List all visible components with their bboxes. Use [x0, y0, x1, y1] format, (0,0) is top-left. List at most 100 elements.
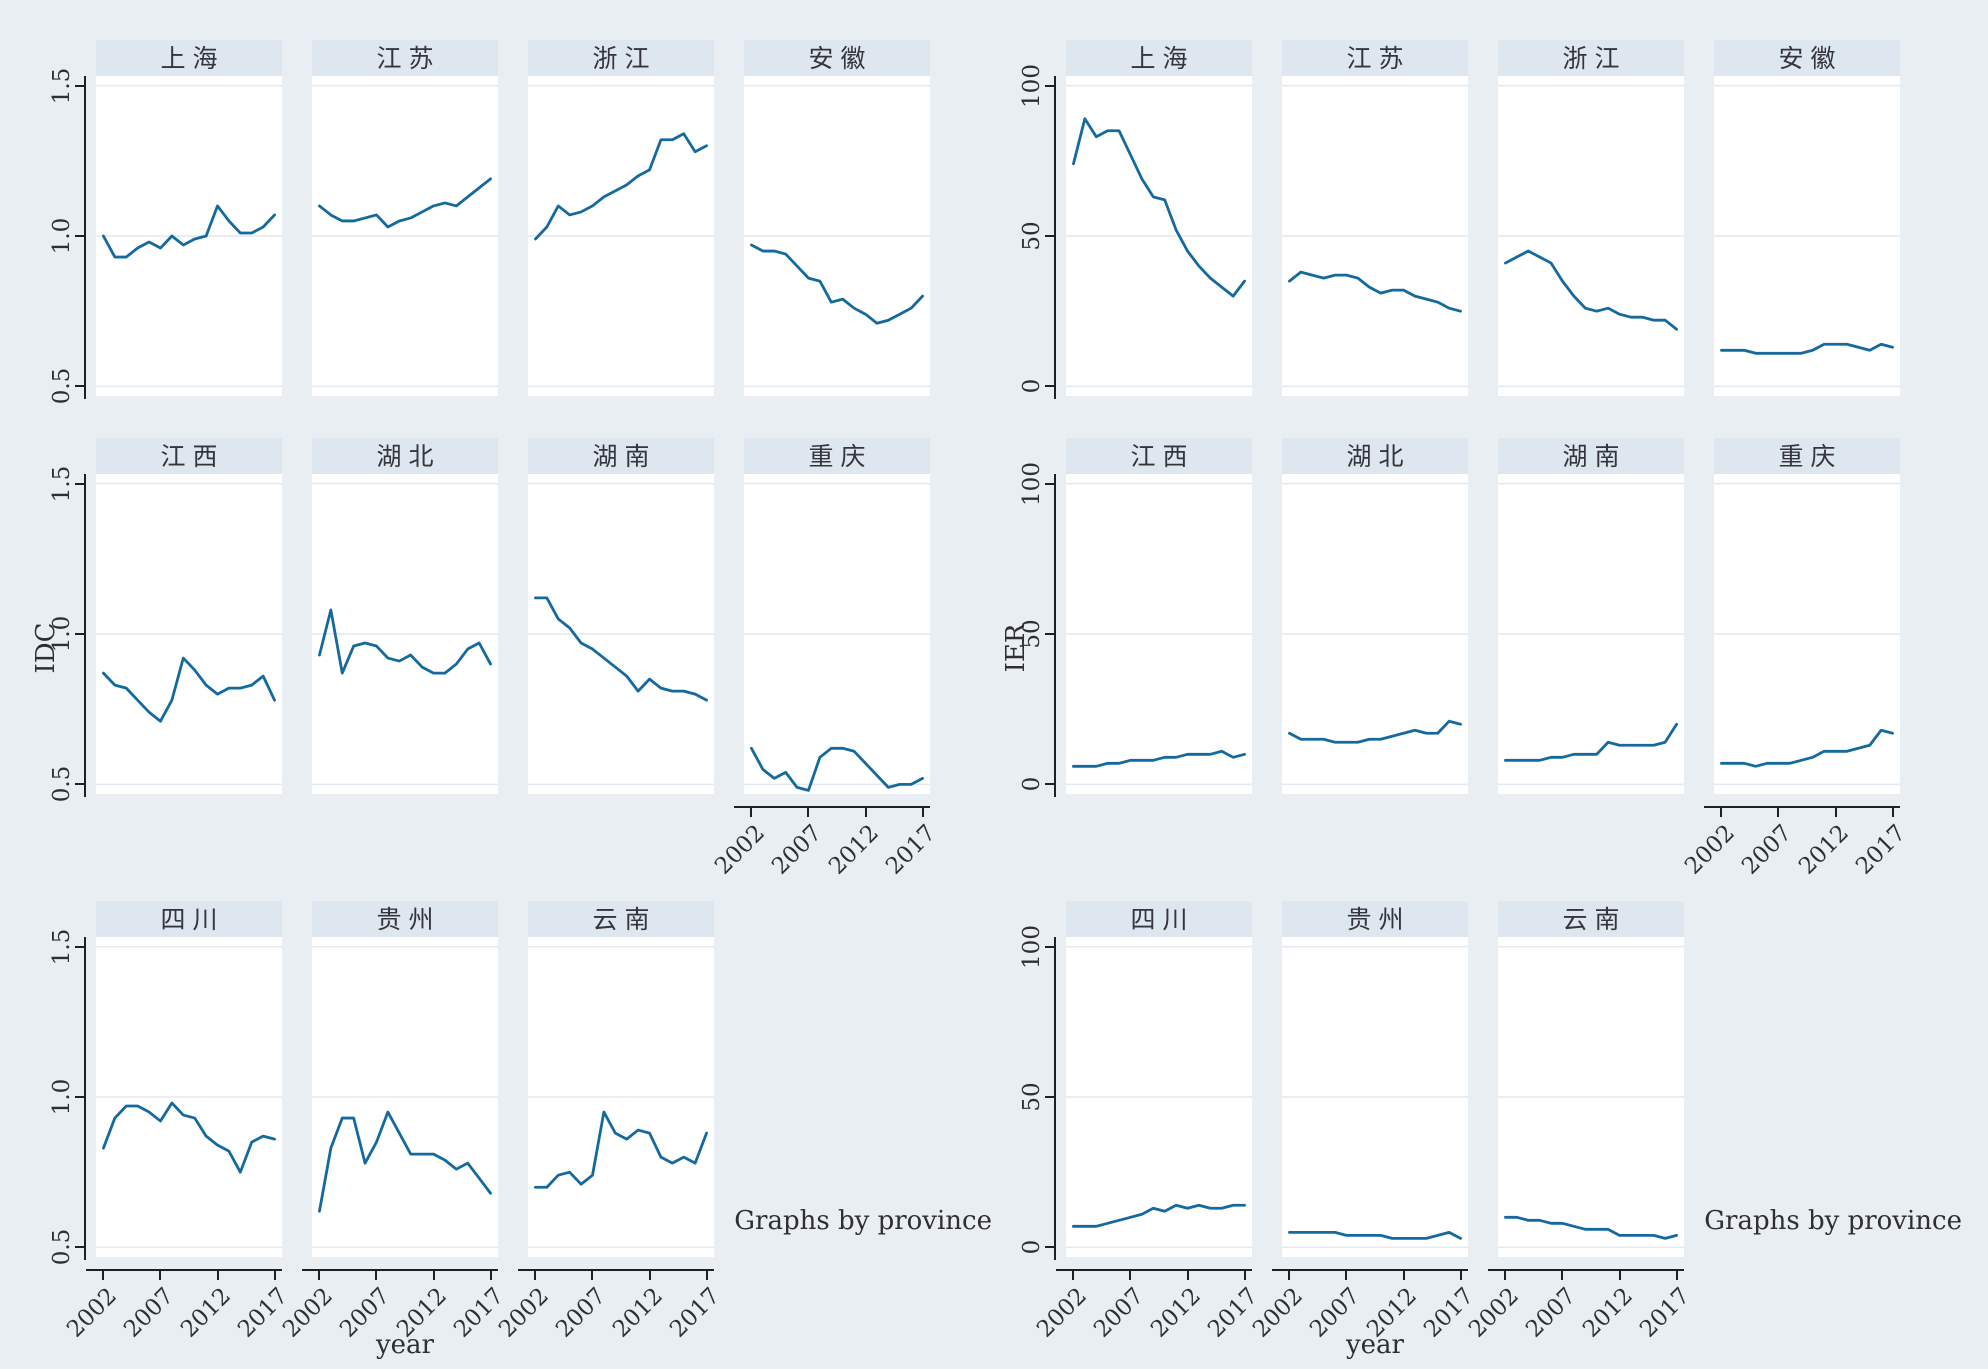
x-tick	[375, 1271, 378, 1280]
line-chart	[1498, 84, 1684, 388]
panel-row: 上海 100 50 0 江苏 浙江	[1019, 40, 1900, 400]
x-tick-label: 2017	[881, 820, 941, 880]
x-axis: 2002 2007 2012 2017	[278, 1269, 509, 1361]
x-tick	[489, 1271, 492, 1280]
x-axis-line	[302, 1269, 498, 1271]
y-tick	[1045, 633, 1054, 635]
plot-area: 100 50 0	[1019, 462, 1252, 798]
y-tick	[1045, 1096, 1054, 1098]
x-tick	[807, 808, 810, 817]
y-tick-label: 0	[1019, 1240, 1045, 1255]
x-tick	[432, 1271, 435, 1280]
plot-area	[312, 474, 498, 794]
y-tick-label: 1.0	[49, 217, 75, 255]
plot-area: 1.5 1.0 0.5	[49, 465, 282, 803]
by-graph-caption: Graphs by province	[734, 1206, 992, 1236]
y-tick-label: 50	[1019, 1082, 1045, 1112]
panel-ier-anhui: 安徽	[1714, 40, 1900, 396]
panel-idc-jiangsu: 江苏	[312, 40, 498, 396]
panel-title: 江苏	[1282, 40, 1468, 76]
x-tick	[921, 808, 924, 817]
panel-ier-jiangsu: 江苏	[1282, 40, 1468, 396]
panel-title: 云南	[1498, 901, 1684, 937]
plot-area: 100 50 0 2002 2007 2012 2017	[1019, 925, 1263, 1343]
line-chart	[1282, 482, 1468, 786]
panel-title: 安徽	[1714, 40, 1900, 76]
line-chart	[312, 482, 498, 786]
x-tick-label: 2002	[1680, 820, 1740, 880]
panel-idc-guizhou: 贵州 2002 2007 2012 2017	[278, 901, 509, 1343]
panel-row: 江西 100 50 0 湖北 湖南	[1019, 438, 1911, 880]
x-axis-line	[734, 806, 930, 808]
plot-area	[528, 474, 714, 794]
x-tick-label: 2007	[767, 820, 827, 880]
plot-area	[1498, 474, 1684, 794]
x-tick-label: 2007	[1737, 820, 1797, 880]
y-tick-label: 100	[1019, 461, 1045, 506]
x-axis: 2002 2007 2012 2017	[1464, 1269, 1695, 1361]
panel-ier-jiangxi: 江西 100 50 0	[1019, 438, 1252, 798]
plot-area: 100 50 0	[1019, 64, 1252, 400]
x-tick	[1618, 1271, 1621, 1280]
x-tick-label: 2002	[710, 820, 770, 880]
by-graph-caption: Graphs by province	[1704, 1206, 1962, 1236]
x-tick	[534, 1271, 537, 1280]
x-tick	[1834, 808, 1837, 817]
x-tick-label: 2012	[824, 820, 884, 880]
x-tick	[1891, 808, 1894, 817]
x-axis: 2002 2007 2012 2017	[62, 1269, 293, 1361]
line-chart	[528, 482, 714, 786]
y-tick-label: 0.5	[49, 368, 75, 405]
y-tick-label: 1.5	[49, 67, 75, 104]
y-axis-line	[84, 474, 86, 798]
x-axis-title: year	[1345, 1330, 1404, 1360]
y-tick	[1045, 1246, 1054, 1249]
panel-title: 四川	[96, 901, 282, 937]
x-tick	[1345, 1271, 1348, 1280]
y-tick	[1045, 385, 1054, 388]
figure-ier: IER 上海 100 50 0 江苏 浙江	[994, 0, 1962, 1369]
x-tick	[273, 1271, 276, 1280]
y-tick	[75, 945, 84, 948]
panel-idc-hunan: 湖南	[528, 438, 714, 794]
plot-area: 1.5 1.0 0.5	[49, 67, 282, 405]
plot-area: 2002 2007 2012 2017	[278, 937, 509, 1343]
y-tick-label: 0	[1019, 777, 1045, 792]
line-chart	[1498, 945, 1684, 1249]
panel-title: 江西	[96, 438, 282, 474]
x-axis-title: year	[375, 1330, 434, 1360]
line-chart	[1714, 482, 1900, 786]
x-tick	[1186, 1271, 1189, 1280]
panel-title: 重庆	[1714, 438, 1900, 474]
x-tick	[1459, 1271, 1462, 1280]
plot-area	[312, 76, 498, 396]
x-tick	[705, 1271, 708, 1280]
panel-title: 江西	[1066, 438, 1252, 474]
line-chart	[744, 482, 930, 792]
panel-title: 贵州	[312, 901, 498, 937]
panel-ier-yunnan: 云南 2002 2007 2012 2017	[1464, 901, 1695, 1343]
y-axis-line	[84, 937, 86, 1261]
panel-ier-shanghai: 上海 100 50 0	[1019, 40, 1252, 400]
panel-ier-sichuan: 四川 100 50 0 2002 2007 2012 2017	[1019, 901, 1263, 1343]
panel-title: 安徽	[744, 40, 930, 76]
panel-ier-zhejiang: 浙江	[1498, 40, 1684, 396]
y-tick	[75, 633, 84, 635]
y-tick-label: 100	[1019, 924, 1045, 969]
y-tick	[1045, 235, 1054, 237]
panel-title: 云南	[528, 901, 714, 937]
y-tick-label: 1.5	[49, 465, 75, 502]
plot-area	[528, 76, 714, 396]
panel-title: 上海	[1066, 40, 1252, 76]
y-tick-label: 0.5	[49, 1229, 75, 1266]
figure-idc: IDC 上海 1.5 1.0 0.5 江苏 浙江	[24, 0, 992, 1369]
y-tick-label: 1.0	[49, 615, 75, 653]
line-chart	[1066, 84, 1252, 388]
line-chart	[1282, 84, 1468, 388]
y-tick-label: 0.5	[49, 766, 75, 803]
plot-area: 2002 2007 2012 2017	[494, 937, 725, 1343]
x-tick	[1129, 1271, 1132, 1280]
y-tick-label: 50	[1019, 221, 1045, 251]
x-axis-line	[1272, 1269, 1468, 1271]
